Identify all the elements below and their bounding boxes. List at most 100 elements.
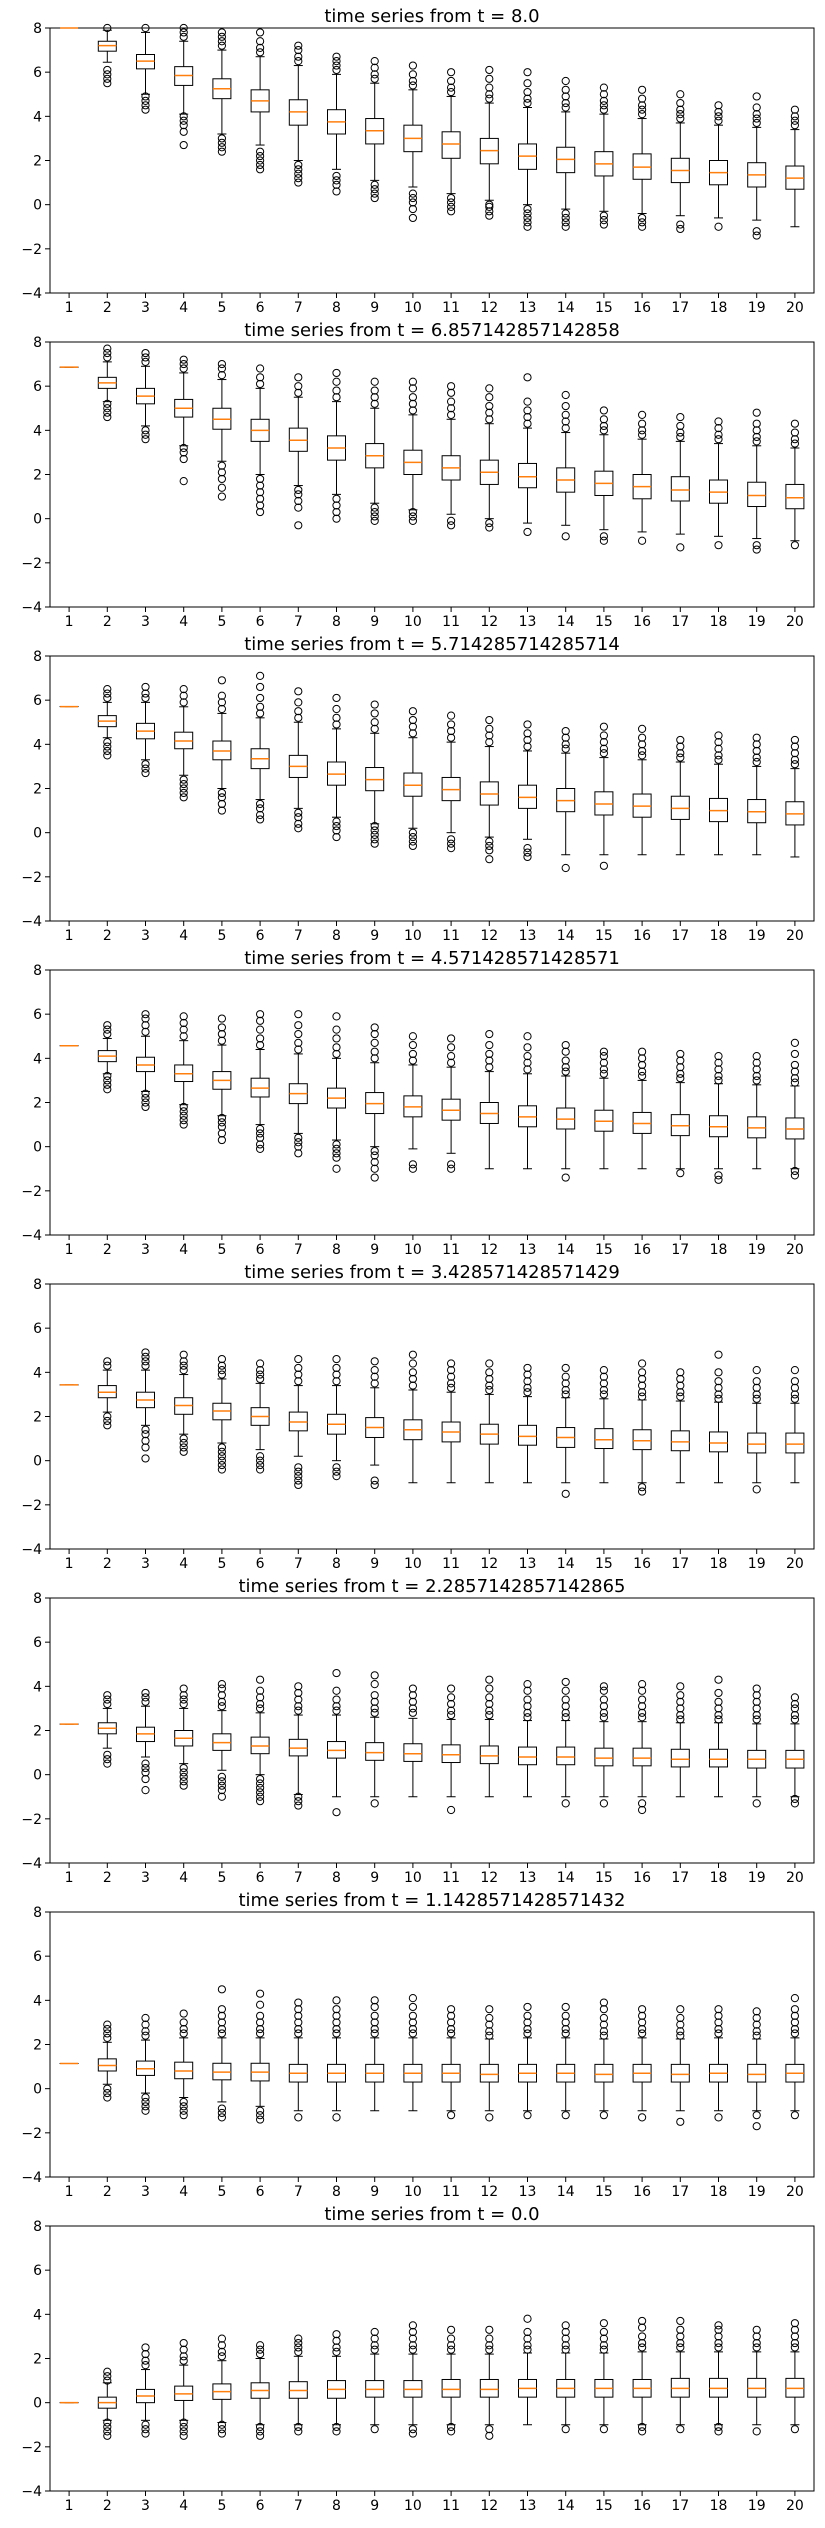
outlier-point bbox=[294, 2343, 303, 2352]
box-group bbox=[594, 722, 614, 870]
outlier-point bbox=[103, 399, 112, 408]
box-group bbox=[97, 1357, 117, 1430]
outlier-point bbox=[370, 2002, 379, 2012]
outlier-point bbox=[217, 2341, 226, 2350]
x-tick-label: 5 bbox=[217, 1242, 226, 1256]
box-group bbox=[403, 377, 423, 525]
outlier-point bbox=[332, 1140, 341, 1149]
outlier-point bbox=[752, 733, 761, 742]
outlier-point bbox=[217, 806, 226, 815]
outlier-point bbox=[179, 1772, 188, 1781]
outlier-point bbox=[714, 1171, 723, 1180]
outlier-point bbox=[217, 2005, 226, 2014]
outlier-point bbox=[370, 2029, 379, 2038]
outlier-point bbox=[217, 1680, 226, 1689]
box-group bbox=[670, 2005, 690, 2126]
outlier-point bbox=[676, 2338, 685, 2348]
x-tick-label: 10 bbox=[404, 2498, 422, 2512]
outlier-point bbox=[561, 410, 570, 419]
outlier-point bbox=[294, 1792, 303, 1801]
box-iqr bbox=[556, 1746, 576, 1766]
outlier-point bbox=[217, 461, 226, 470]
outlier-point bbox=[332, 507, 341, 517]
outlier-point bbox=[485, 200, 494, 209]
x-tick-label: 14 bbox=[557, 1242, 575, 1256]
outlier-point bbox=[103, 404, 112, 413]
outlier-point bbox=[294, 1133, 303, 1142]
x-tick-label: 20 bbox=[786, 1242, 804, 1256]
outlier-point bbox=[179, 2356, 188, 2365]
y-tick-label: 6 bbox=[33, 1949, 42, 1965]
outlier-point bbox=[370, 185, 379, 194]
outlier-point bbox=[408, 2024, 417, 2034]
outlier-point bbox=[752, 2007, 761, 2016]
outlier-point bbox=[599, 406, 609, 415]
chart-title: time series from t = 6.857142857142858 bbox=[244, 320, 620, 341]
box-group bbox=[479, 65, 499, 220]
outlier-point bbox=[790, 1060, 800, 1070]
x-tick-label: 13 bbox=[519, 2184, 537, 2198]
chart-title: time series from t = 1.1428571428571432 bbox=[238, 1890, 625, 1911]
box-group bbox=[632, 85, 652, 231]
chart-panel: time series from t = 3.428571428571429 −4… bbox=[21, 1262, 815, 1570]
outlier-point bbox=[561, 1363, 570, 1373]
outlier-point bbox=[599, 1799, 609, 1808]
outlier-point bbox=[561, 1063, 570, 1072]
outlier-point bbox=[638, 1708, 647, 1717]
outlier-point bbox=[485, 738, 494, 747]
outlier-point bbox=[179, 121, 188, 130]
outlier-point bbox=[217, 2113, 226, 2122]
outlier-point bbox=[294, 388, 303, 397]
box-group bbox=[327, 1668, 346, 1817]
box-group bbox=[212, 1014, 232, 1145]
outlier-point bbox=[332, 1012, 341, 1021]
outlier-point bbox=[370, 1476, 379, 1485]
x-tick-label: 14 bbox=[557, 614, 575, 628]
box-group bbox=[250, 1989, 270, 2124]
outlier-point bbox=[370, 1146, 379, 1156]
x-tick-label: 15 bbox=[595, 1556, 613, 1570]
box-group bbox=[327, 2330, 346, 2436]
box-group bbox=[288, 373, 308, 530]
box-group bbox=[365, 377, 385, 525]
outlier-point bbox=[638, 1359, 647, 1368]
outlier-point bbox=[790, 435, 800, 444]
outlier-point bbox=[141, 1089, 150, 1098]
outlier-point bbox=[179, 1111, 188, 1120]
outlier-point bbox=[714, 1697, 723, 1706]
outlier-point bbox=[790, 121, 800, 130]
outlier-point bbox=[370, 1173, 379, 1182]
outlier-point bbox=[179, 1120, 188, 1129]
outlier-point bbox=[676, 742, 685, 751]
outlier-point bbox=[217, 41, 226, 50]
box-group bbox=[365, 57, 385, 203]
outlier-point bbox=[332, 821, 341, 831]
outlier-point bbox=[523, 406, 532, 415]
box-group bbox=[97, 1021, 117, 1094]
outlier-point bbox=[790, 1394, 800, 1403]
outlier-point bbox=[447, 2427, 456, 2436]
outlier-point bbox=[141, 92, 150, 101]
outlier-point bbox=[294, 2338, 303, 2348]
outlier-point bbox=[103, 412, 112, 422]
outlier-point bbox=[676, 1704, 685, 1713]
outlier-point bbox=[370, 2425, 379, 2434]
box-group bbox=[747, 2007, 767, 2131]
box-group bbox=[136, 23, 155, 114]
outlier-point bbox=[141, 1688, 150, 1698]
outlier-point bbox=[370, 377, 379, 386]
outlier-point bbox=[332, 1025, 341, 1034]
outlier-point bbox=[179, 2345, 188, 2354]
outlier-point bbox=[141, 1697, 150, 1706]
outlier-point bbox=[103, 1357, 112, 1366]
outlier-point bbox=[523, 2341, 532, 2350]
outlier-point bbox=[752, 2427, 761, 2436]
outlier-point bbox=[561, 2002, 570, 2012]
outlier-point bbox=[141, 2097, 150, 2107]
outlier-point bbox=[790, 2332, 800, 2341]
outlier-point bbox=[599, 1708, 609, 1717]
outlier-point bbox=[332, 1467, 341, 1476]
outlier-point bbox=[447, 388, 456, 397]
outlier-point bbox=[408, 1160, 417, 1169]
x-tick-label: 7 bbox=[294, 2498, 303, 2512]
